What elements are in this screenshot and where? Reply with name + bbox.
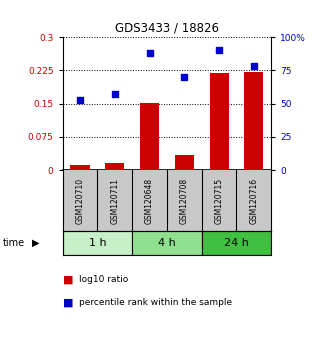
Text: GSM120708: GSM120708 (180, 177, 189, 224)
Bar (70, 165, 90, 170)
Point (77, 97, 82, 102)
Title: GDS3433 / 18826: GDS3433 / 18826 (115, 22, 219, 35)
Point (182, 74, 187, 80)
Point (216, 48, 221, 53)
Text: GSM120711: GSM120711 (110, 177, 119, 223)
Bar (63, 231, 132, 255)
Bar (210, 74, 229, 170)
Bar (202, 231, 271, 255)
Text: GSM120715: GSM120715 (214, 177, 224, 224)
Text: percentile rank within the sample: percentile rank within the sample (79, 298, 232, 307)
Bar (244, 72, 264, 170)
Text: 1 h: 1 h (89, 238, 106, 248)
Text: ▶: ▶ (32, 238, 39, 248)
Text: 24 h: 24 h (224, 238, 249, 248)
Point (251, 64, 256, 69)
Text: ■: ■ (63, 297, 73, 307)
Text: GSM120716: GSM120716 (249, 177, 258, 224)
Bar (132, 231, 202, 255)
Text: GSM120648: GSM120648 (145, 177, 154, 224)
Bar (105, 164, 124, 170)
Point (112, 91, 117, 97)
Text: log10 ratio: log10 ratio (79, 275, 128, 284)
Text: time: time (3, 238, 25, 248)
Point (147, 50, 152, 56)
Text: ■: ■ (63, 274, 73, 284)
Text: 4 h: 4 h (158, 238, 176, 248)
Bar (140, 103, 159, 170)
Text: GSM120710: GSM120710 (75, 177, 84, 224)
Bar (175, 155, 194, 170)
